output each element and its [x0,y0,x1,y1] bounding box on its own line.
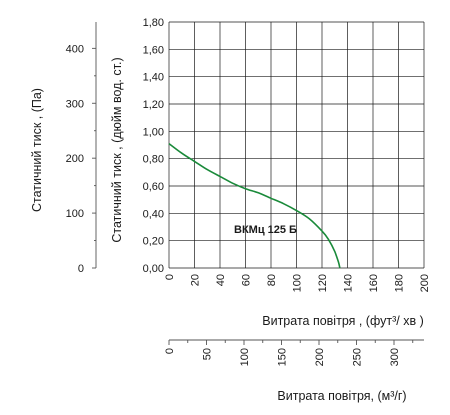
x-tick-label: 180 [394,274,406,292]
y-tick-label: 0,20 [143,236,164,248]
axes [92,22,424,345]
m3h-tick-label: 200 [314,348,326,366]
pa-tick-label: 100 [66,208,84,220]
x-tick-label: 40 [215,274,227,286]
x-tick-label: 160 [368,274,380,292]
x-tick-label: 20 [190,274,202,286]
y-tick-label: 0,80 [143,154,164,166]
x-tick-label: 80 [266,274,278,286]
pa-tick-label: 400 [66,43,84,55]
y-tick-label: 1,00 [143,126,164,138]
m3h-tick-label: 300 [389,348,401,366]
m3h-tick-label: 150 [277,348,289,366]
y-axis-label-pa: Статичний тиск , (Па) [30,88,44,212]
x-tick-label: 140 [343,274,355,292]
y-tick-label: 1,60 [143,44,164,56]
y-tick-label: 1,40 [143,72,164,84]
tick-labels: 0,00 0,20 0,40 0,60 0,80 1,00 1,20 1,40 1,60 1,80… [66,17,431,366]
y-tick-label: 0,00 [143,263,164,275]
y-tick-label: 0,60 [143,181,164,193]
grid [168,21,425,269]
m3h-tick-label: 0 [164,348,176,354]
x-axis-label-m3h: Витрата повітря, (м³/г) [277,389,406,403]
x-tick-label: 120 [317,274,329,292]
pa-tick-label: 0 [78,263,84,275]
series-label: ВКМц 125 Б [234,224,297,236]
x-tick-label: 200 [419,274,431,292]
m3h-tick-label: 100 [239,348,251,366]
m3h-tick-label: 50 [202,348,214,360]
x-tick-label: 0 [164,274,176,280]
pa-tick-label: 200 [66,153,84,165]
y-tick-label: 1,80 [143,17,164,29]
series-line [168,142,341,269]
pa-tick-label: 300 [66,98,84,110]
x-axis-label-cfm: Витрата повітря , (фут³/ хв ) [262,314,423,328]
y-tick-label: 1,20 [143,99,164,111]
series [168,142,341,269]
y-tick-label: 0,40 [143,208,164,220]
y-axis-label-inwg: Статичний тиск , (дюйм вод. ст.) [110,57,124,242]
m3h-tick-label: 250 [352,348,364,366]
x-tick-label: 60 [241,274,253,286]
x-tick-label: 100 [292,274,304,292]
